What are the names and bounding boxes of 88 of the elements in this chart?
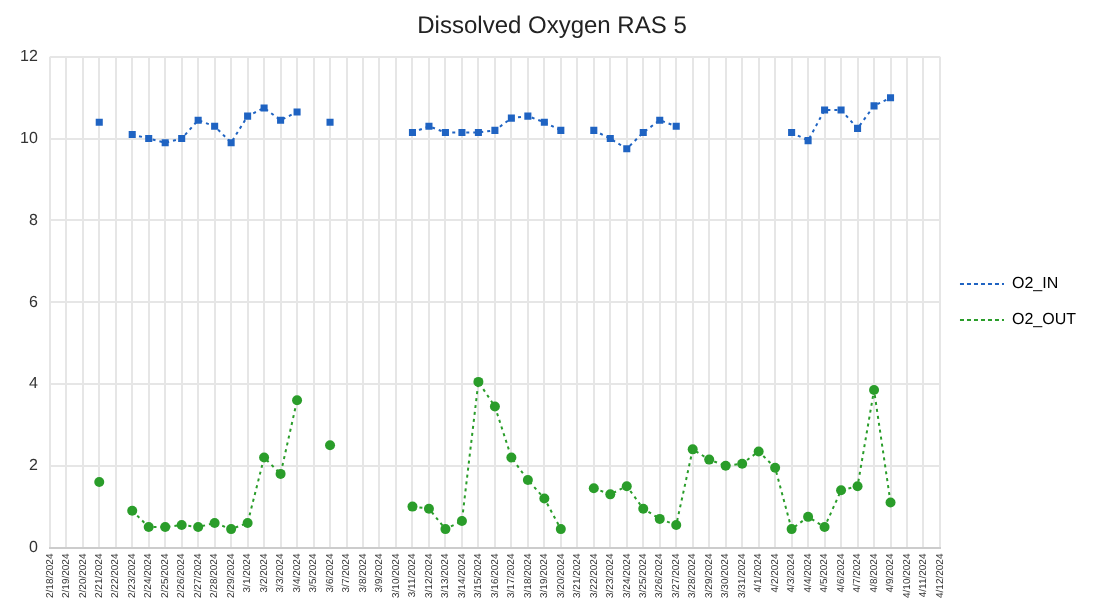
point	[836, 485, 847, 496]
point	[786, 524, 797, 535]
point	[588, 483, 599, 494]
y-tick-label: 12	[19, 47, 39, 66]
point	[127, 505, 138, 516]
point	[440, 524, 451, 535]
point	[671, 520, 682, 531]
point	[606, 135, 614, 143]
point	[489, 401, 500, 412]
point	[623, 145, 631, 153]
legend-label: O2_OUT	[1011, 310, 1077, 329]
point	[605, 489, 616, 500]
point	[277, 116, 285, 124]
point	[854, 124, 862, 132]
point	[244, 112, 252, 120]
point	[474, 128, 482, 136]
point	[441, 128, 449, 136]
point	[473, 376, 484, 387]
point	[837, 106, 845, 114]
point	[885, 497, 896, 508]
point	[639, 128, 647, 136]
point	[819, 522, 830, 533]
point	[242, 517, 253, 528]
point	[176, 520, 187, 531]
point	[788, 128, 796, 136]
point	[753, 446, 764, 457]
point	[160, 522, 171, 533]
point	[557, 126, 565, 134]
point	[656, 116, 664, 124]
point	[540, 118, 548, 126]
point	[128, 130, 136, 139]
point	[227, 139, 235, 147]
point	[704, 454, 715, 465]
point	[458, 128, 466, 136]
point	[161, 139, 169, 147]
point	[259, 452, 270, 463]
y-tick-label: 10	[19, 128, 39, 147]
point	[211, 122, 219, 130]
point	[226, 524, 237, 535]
point	[770, 462, 781, 473]
point	[524, 112, 532, 120]
point	[408, 128, 416, 136]
point	[870, 102, 878, 110]
point	[869, 385, 880, 396]
point	[803, 511, 814, 522]
point	[260, 104, 268, 112]
legend-label: O2_IN	[1011, 274, 1059, 293]
point	[95, 118, 103, 126]
y-tick-label: 6	[28, 292, 39, 311]
point	[539, 493, 550, 504]
point	[94, 477, 105, 488]
point	[852, 481, 863, 492]
point	[325, 440, 336, 451]
point	[275, 468, 286, 479]
point	[804, 137, 812, 145]
point	[737, 458, 748, 469]
point	[456, 515, 467, 526]
point	[886, 94, 895, 102]
point	[507, 114, 515, 122]
point	[687, 444, 698, 455]
y-tick-label: 8	[28, 210, 39, 229]
point	[423, 503, 434, 514]
y-tick-label: 2	[28, 456, 39, 475]
point	[145, 135, 153, 143]
point	[654, 513, 665, 524]
point	[209, 517, 220, 528]
point	[407, 501, 418, 512]
point	[293, 108, 301, 116]
point	[425, 122, 433, 130]
point	[672, 122, 680, 130]
point	[638, 503, 649, 514]
point	[720, 460, 731, 471]
point	[194, 116, 202, 124]
y-tick-label: 0	[28, 537, 39, 556]
chart-title: Dissolved Oxygen RAS 5	[417, 11, 688, 40]
point	[522, 475, 533, 486]
y-tick-label: 4	[28, 374, 39, 393]
point	[621, 481, 632, 492]
point	[143, 522, 154, 533]
point	[821, 106, 829, 114]
point	[326, 118, 334, 126]
point	[178, 135, 186, 143]
point	[292, 395, 303, 406]
point	[506, 452, 517, 463]
point	[491, 126, 499, 134]
point	[555, 524, 566, 535]
point	[590, 126, 598, 134]
point	[193, 522, 204, 533]
